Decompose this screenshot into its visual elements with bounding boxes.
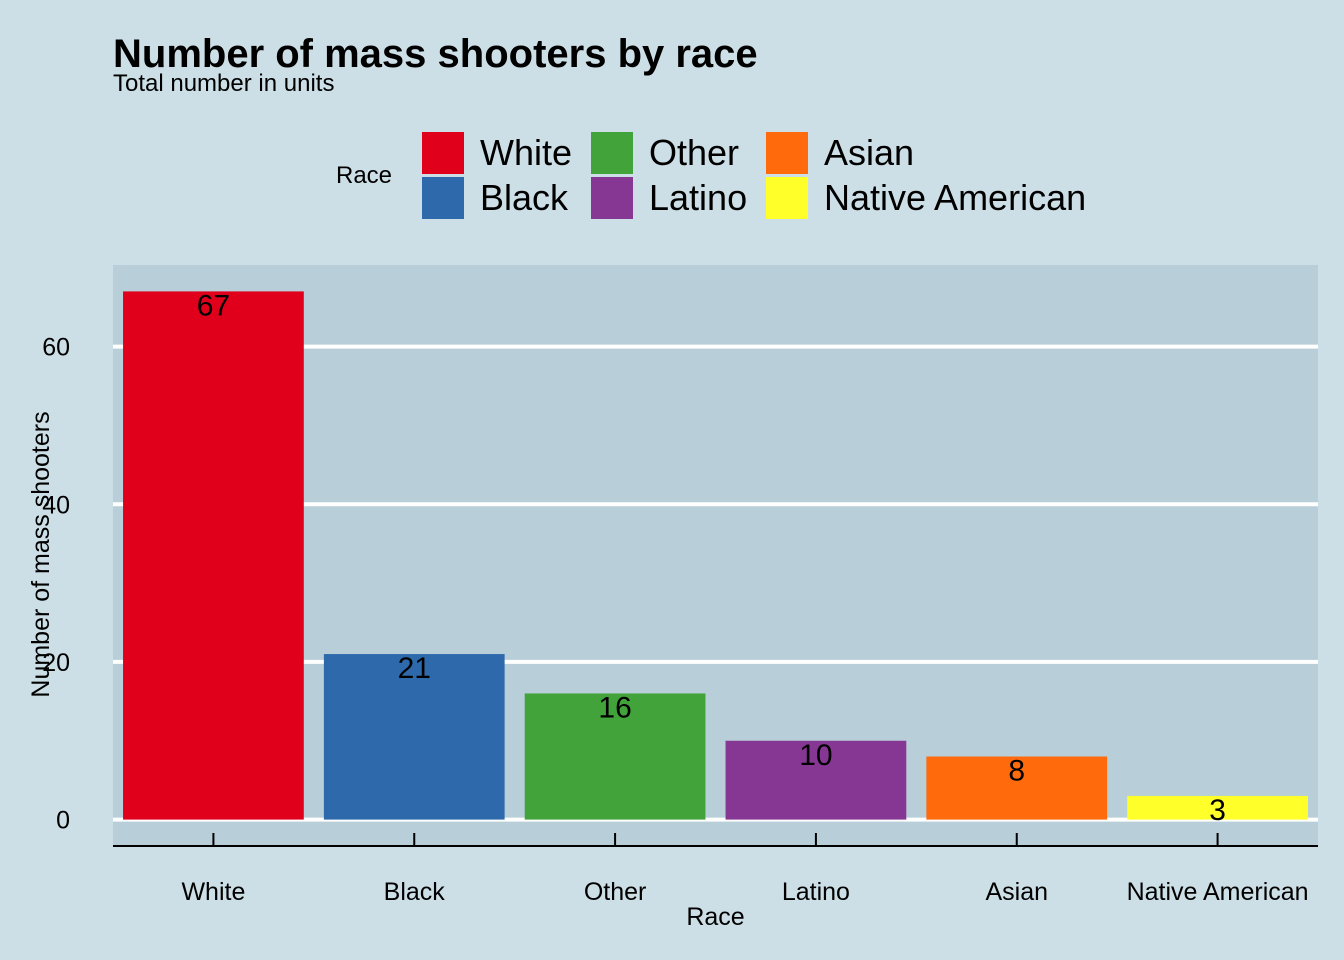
data-label-white: 67 xyxy=(197,289,230,322)
data-labels: 67 21 16 10 8 3 xyxy=(197,289,1226,827)
bars xyxy=(123,291,1308,820)
bar-native-american xyxy=(1127,795,1308,820)
legend-label-native-american: Native American xyxy=(824,177,1087,218)
legend: Race White Black Other Latino Asian Nati… xyxy=(336,130,1136,222)
legend-label-black: Black xyxy=(480,177,569,218)
x-tick-label-black: Black xyxy=(384,878,446,906)
x-axis-title: Race xyxy=(686,903,744,931)
x-tick-label-native-american: Native American xyxy=(1127,878,1309,906)
bar-other xyxy=(524,693,706,820)
x-tick-label-latino: Latino xyxy=(782,878,850,906)
data-label-other: 16 xyxy=(598,691,631,724)
legend-key-other xyxy=(591,132,633,174)
bar-black xyxy=(323,654,505,820)
y-axis-title: Number of mass shooters xyxy=(27,411,55,697)
legend-key-native-american xyxy=(766,177,808,219)
legend-label-latino: Latino xyxy=(649,177,748,218)
chart-subtitle: Total number in units xyxy=(113,70,335,97)
legend-label-other: Other xyxy=(649,132,740,173)
x-tick-label-other: Other xyxy=(584,878,647,906)
data-label-asian: 8 xyxy=(1008,755,1025,788)
y-tick-label-20: 20 xyxy=(42,649,70,677)
legend-key-latino xyxy=(591,177,633,219)
y-axis: 0 20 40 60 xyxy=(42,334,70,835)
legend-key-white xyxy=(422,132,464,174)
gridlines xyxy=(113,344,1318,822)
legend-key-asian xyxy=(766,132,808,174)
x-axis: White Black Other Latino Asian Native America… xyxy=(113,833,1318,906)
x-tick-label-asian: Asian xyxy=(985,878,1048,906)
legend-title: Race xyxy=(336,162,393,189)
data-label-native-american: 3 xyxy=(1209,794,1226,827)
legend-label-white: White xyxy=(480,132,573,173)
y-tick-label-0: 0 xyxy=(56,807,70,835)
data-label-latino: 10 xyxy=(799,739,832,772)
bar-asian xyxy=(926,756,1108,820)
x-tick-label-white: White xyxy=(181,878,245,906)
legend-label-asian: Asian xyxy=(824,132,915,173)
y-tick-label-40: 40 xyxy=(42,491,70,519)
data-label-black: 21 xyxy=(398,652,431,685)
plot-panel xyxy=(113,265,1318,846)
y-tick-label-60: 60 xyxy=(42,334,70,362)
legend-key-black xyxy=(422,177,464,219)
bar-latino xyxy=(725,740,907,820)
chart-title: Number of mass shooters by race xyxy=(113,32,758,76)
bar-white xyxy=(123,291,304,820)
